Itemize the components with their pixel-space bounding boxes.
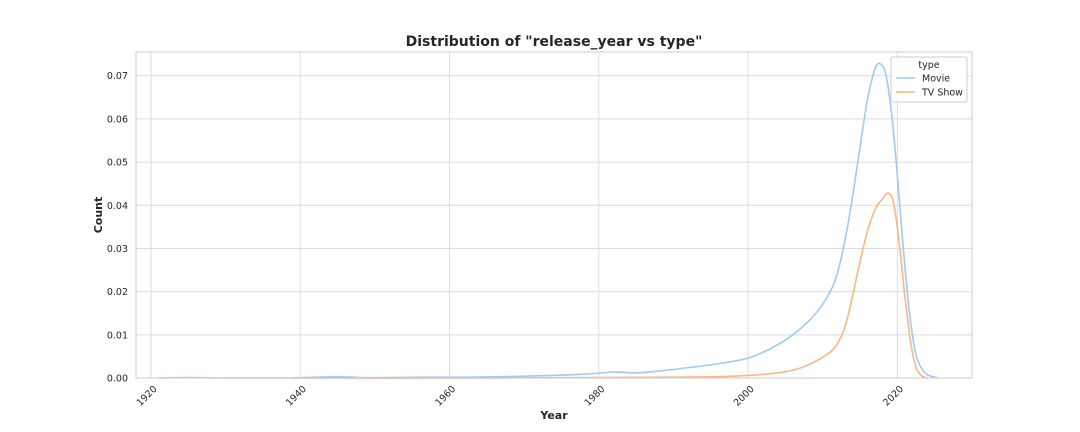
x-tick-label: 1920 — [135, 384, 160, 409]
x-tick-label: 1940 — [284, 384, 309, 409]
legend-box — [890, 56, 968, 103]
y-tick-label: 0.07 — [107, 71, 128, 82]
legend-title: type — [918, 60, 939, 71]
y-tick-label: 0.00 — [107, 374, 128, 385]
y-tick-labels: 0.00 0.01 0.02 0.03 0.04 0.05 0.06 0.07 — [107, 71, 128, 384]
y-tick-label: 0.02 — [107, 287, 128, 298]
y-tick-label: 0.05 — [107, 158, 128, 169]
y-tick-label: 0.01 — [107, 330, 128, 341]
y-tick-label: 0.03 — [107, 244, 128, 255]
x-tick-labels: 1920 1940 1960 1980 2000 2020 — [135, 384, 906, 409]
y-tick-label: 0.04 — [107, 201, 128, 212]
legend: type Movie TV Show — [890, 56, 968, 103]
series-line-movie — [291, 62, 940, 379]
y-tick-label: 0.06 — [107, 114, 128, 125]
x-tick-label: 1980 — [583, 384, 608, 409]
x-tick-label: 2020 — [881, 384, 906, 409]
grid — [136, 52, 972, 378]
x-axis-label: Year — [539, 409, 568, 422]
chart-title: Distribution of "release_year vs type" — [406, 34, 703, 50]
plot-frame — [135, 51, 973, 379]
plot-background — [136, 52, 972, 378]
x-tick-label: 1960 — [433, 384, 458, 409]
x-tick-label: 2000 — [732, 384, 757, 409]
legend-label-movie: Movie — [922, 74, 950, 85]
legend-label-tv-show: TV Show — [921, 88, 963, 99]
y-axis-label: Count — [92, 197, 105, 234]
